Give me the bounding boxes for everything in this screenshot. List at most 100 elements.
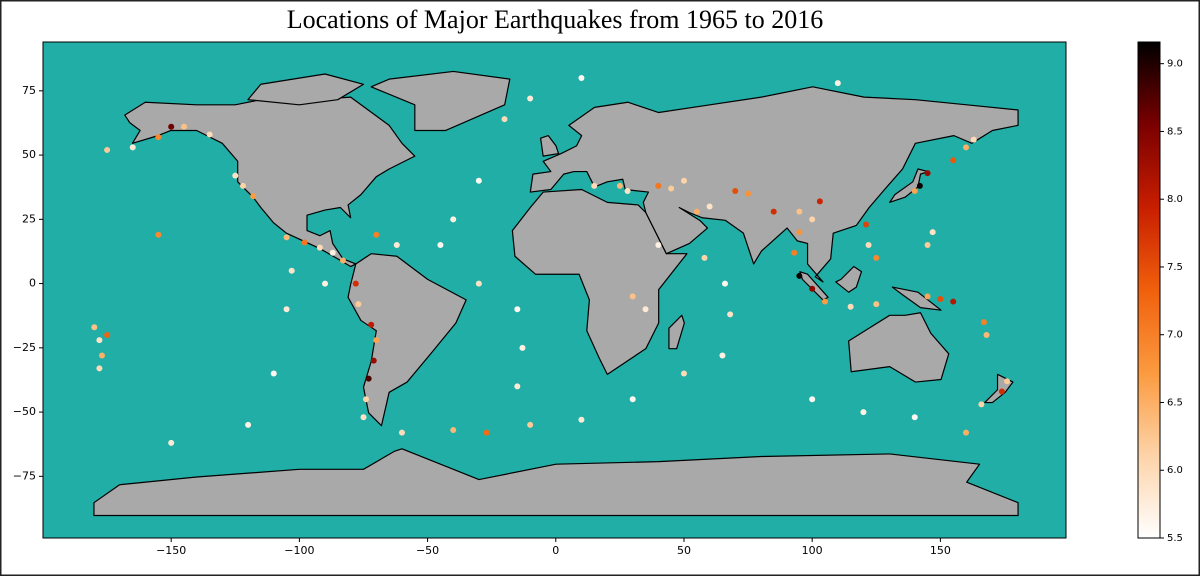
earthquake-point	[865, 242, 872, 249]
earthquake-point	[527, 421, 534, 428]
x-tick-label: 0	[552, 544, 559, 557]
earthquake-point	[680, 370, 687, 377]
arctic-islands	[248, 74, 364, 105]
earthquake-point	[722, 280, 728, 287]
earthquake-point	[352, 280, 359, 287]
earthquake-point	[239, 182, 246, 189]
earthquake-point	[514, 306, 521, 313]
colorbar-tick-label: 7.5	[1167, 262, 1183, 273]
earthquake-point	[978, 401, 985, 408]
earthquake-point	[732, 188, 739, 195]
earthquake-point	[578, 416, 585, 423]
britain	[541, 136, 559, 157]
x-tick-label: −50	[416, 544, 439, 557]
earthquake-point	[834, 80, 841, 87]
earthquake-point	[727, 311, 734, 318]
earthquake-point	[983, 331, 990, 338]
earthquake-point	[809, 396, 816, 403]
earthquake-point	[591, 182, 598, 189]
earthquake-point	[924, 242, 931, 249]
earthquake-point	[706, 203, 713, 210]
earthquake-point	[578, 74, 585, 81]
earthquake-point	[770, 208, 777, 215]
x-tick-label: −100	[284, 544, 314, 557]
colorbar-tick-label: 8.5	[1167, 126, 1183, 137]
earthquake-point	[860, 409, 867, 416]
earthquake-point	[745, 190, 752, 197]
earthquake-point	[655, 182, 662, 189]
earthquake-point	[370, 357, 377, 364]
y-tick-label: 50	[22, 148, 36, 161]
australia	[849, 313, 949, 382]
colorbar-tick-label: 7.0	[1167, 330, 1183, 341]
x-tick-label: 50	[677, 544, 691, 557]
earthquake-point	[847, 303, 854, 310]
earthquake-point	[475, 177, 482, 184]
plot-border	[42, 41, 1067, 539]
earthquake-point	[791, 249, 798, 256]
earthquake-point	[155, 134, 162, 141]
earthquake-point	[863, 221, 870, 228]
y-tick-label: −50	[13, 405, 36, 418]
earthquake-point	[821, 298, 828, 305]
colorbar-tick-label: 6.5	[1167, 397, 1183, 408]
colorbar-tick-label: 5.5	[1167, 533, 1183, 544]
x-tick-label: −150	[156, 544, 186, 557]
earthquake-point	[288, 267, 295, 274]
earthquake-point	[181, 123, 188, 130]
earthquake-point	[365, 375, 372, 382]
earthquake-point	[168, 439, 175, 446]
x-tick-label: 150	[930, 544, 951, 557]
earthquake-point	[873, 254, 880, 261]
colorbar-tick-label: 8.0	[1167, 194, 1183, 205]
earthquake-point	[950, 157, 957, 164]
earthquake-point	[911, 414, 918, 421]
earthquake-point	[270, 370, 277, 377]
earthquake-point	[475, 280, 482, 287]
earthquake-point	[924, 293, 931, 300]
earthquake-point	[91, 324, 98, 331]
earthquake-point	[155, 231, 162, 238]
earthquake-point	[501, 116, 508, 123]
earthquake-point	[373, 337, 380, 344]
earthquake-point	[616, 182, 623, 189]
earthquake-point	[232, 172, 239, 179]
earthquake-point	[629, 396, 636, 403]
earthquake-point	[929, 229, 936, 236]
colorbar-tick-label: 6.0	[1167, 465, 1183, 476]
borneo	[836, 267, 862, 293]
earthquake-point	[98, 352, 105, 359]
earthquake-point	[519, 344, 526, 351]
earthquake-point	[329, 249, 336, 256]
earthquake-point	[668, 185, 675, 192]
earthquake-point	[96, 365, 103, 372]
earthquake-point	[245, 421, 252, 428]
earthquake-point	[629, 293, 636, 300]
earthquake-point	[809, 285, 816, 292]
earthquake-point	[624, 188, 631, 195]
y-tick-label: 75	[22, 84, 36, 97]
earthquake-point	[642, 306, 649, 313]
earthquake-point	[970, 136, 977, 143]
earthquake-point	[360, 414, 367, 421]
y-tick-label: 0	[29, 277, 36, 290]
earthquake-point	[527, 95, 534, 102]
continents	[94, 71, 1018, 515]
y-tick-label: 25	[22, 212, 36, 225]
earthquake-point	[809, 216, 816, 223]
earthquake-point	[680, 177, 687, 184]
north-america	[125, 97, 415, 266]
earthquake-point	[398, 429, 405, 436]
earthquake-point	[998, 388, 1005, 395]
earthquake-point	[355, 301, 362, 308]
earthquake-point	[796, 208, 803, 215]
earthquake-point	[980, 319, 987, 326]
earthquake-point	[301, 239, 308, 246]
earthquake-point	[450, 427, 457, 434]
earthquake-point	[322, 280, 329, 287]
colorbar-tick-label: 9.0	[1167, 59, 1183, 70]
earthquake-point	[937, 295, 944, 302]
earthquake-point	[701, 254, 708, 261]
earthquake-point	[129, 144, 136, 151]
